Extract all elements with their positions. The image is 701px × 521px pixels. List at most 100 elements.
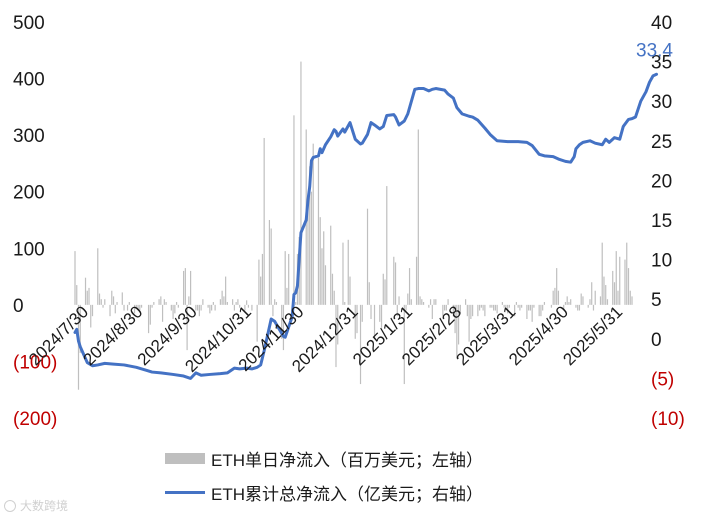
- daily-inflow-bar: [286, 287, 288, 305]
- right-axis-tick: 30: [651, 92, 672, 113]
- daily-inflow-bar: [140, 304, 143, 308]
- daily-inflow-bar: [417, 129, 419, 305]
- daily-inflow-bar: [521, 304, 523, 308]
- daily-inflow-bar: [589, 299, 591, 305]
- daily-inflow-bar: [419, 296, 421, 305]
- daily-inflow-bar: [237, 299, 239, 305]
- daily-inflow-bar: [531, 304, 533, 322]
- daily-inflow-bar: [100, 299, 102, 305]
- daily-inflow-bar: [139, 304, 141, 311]
- daily-inflow-bar: [151, 304, 153, 308]
- daily-inflow-bar: [442, 304, 444, 317]
- left-axis-tick: 0: [13, 296, 24, 317]
- daily-inflow-bar: [170, 304, 172, 311]
- daily-inflow-bar: [177, 304, 179, 308]
- daily-inflow-bar: [235, 302, 237, 305]
- daily-inflow-bar: [109, 304, 111, 317]
- daily-inflow-bar: [79, 304, 81, 353]
- line-series-layer: [73, 72, 659, 380]
- left-axis-tick: 300: [13, 126, 45, 147]
- daily-inflow-bar: [542, 304, 544, 311]
- daily-inflow-bar: [321, 248, 323, 305]
- left-axis-tick: 400: [13, 70, 45, 91]
- daily-inflow-bar: [515, 302, 517, 305]
- daily-inflow-bar: [465, 299, 467, 305]
- daily-inflow-bar: [433, 299, 435, 305]
- daily-inflow-bar: [337, 304, 339, 345]
- daily-inflow-bar: [407, 293, 409, 305]
- daily-inflow-bar: [582, 296, 584, 305]
- daily-inflow-bar: [221, 290, 223, 305]
- right-axis-tick: 20: [651, 171, 672, 192]
- daily-inflow-bar: [282, 304, 285, 351]
- daily-inflow-bar: [76, 285, 78, 305]
- right-axis-tick: 15: [651, 211, 672, 232]
- daily-inflow-bar: [244, 304, 246, 311]
- left-axis-tick: 200: [13, 183, 45, 204]
- daily-inflow-bar: [366, 208, 369, 305]
- daily-inflow-bar: [349, 276, 351, 305]
- daily-inflow-bar: [91, 304, 94, 317]
- daily-inflow-bar: [239, 304, 241, 308]
- daily-inflow-bar: [482, 304, 484, 311]
- daily-inflow-bar: [300, 61, 302, 305]
- daily-inflow-bar: [344, 302, 346, 305]
- right-axis-tick: 40: [651, 13, 672, 34]
- daily-inflow-bar: [501, 302, 503, 305]
- daily-inflow-bar: [445, 304, 447, 311]
- daily-inflow-bar: [624, 259, 626, 305]
- daily-inflow-bar: [272, 304, 274, 317]
- daily-inflow-bar: [514, 304, 516, 317]
- daily-inflow-bar: [550, 304, 553, 308]
- daily-inflow-bar: [347, 239, 349, 305]
- daily-inflow-bar: [570, 299, 572, 305]
- daily-inflow-bar: [274, 299, 276, 305]
- daily-inflow-bar: [102, 304, 104, 308]
- daily-inflow-bar: [232, 299, 234, 305]
- daily-inflow-bar: [468, 304, 470, 342]
- daily-inflow-bar: [98, 293, 101, 305]
- legend-label-bar: ETH单日净流入（百万美元；左轴）: [211, 450, 483, 470]
- right-axis-tick: 25: [651, 132, 672, 153]
- cumulative-inflow-line: [73, 72, 659, 380]
- daily-inflow-bar: [580, 293, 582, 305]
- daily-inflow-bar: [405, 304, 407, 311]
- daily-inflow-bar: [384, 279, 386, 305]
- daily-inflow-bar: [452, 304, 454, 317]
- daily-inflow-bar: [198, 304, 200, 317]
- daily-inflow-bar: [319, 217, 321, 305]
- daily-inflow-bar: [219, 299, 221, 305]
- right-axis-tick: 0: [651, 330, 662, 351]
- daily-inflow-bar: [247, 304, 250, 308]
- daily-inflow-bar: [174, 304, 176, 314]
- daily-inflow-bar: [394, 262, 397, 305]
- daily-inflow-bar: [133, 304, 136, 314]
- daily-inflow-bar: [526, 304, 528, 319]
- daily-inflow-bar: [421, 299, 423, 305]
- daily-inflow-bar: [84, 277, 87, 305]
- daily-inflow-bar: [415, 256, 418, 305]
- daily-inflow-bar: [480, 304, 482, 308]
- right-axis-tick: (5): [651, 369, 674, 390]
- daily-inflow-bar: [147, 304, 150, 334]
- daily-inflow-bar: [317, 157, 320, 305]
- daily-inflow-bar: [137, 304, 139, 311]
- legend-swatch-line: [165, 490, 205, 494]
- daily-inflow-bar: [627, 268, 630, 305]
- legend-swatch-bar: [165, 452, 205, 464]
- daily-inflow-bar: [631, 296, 633, 305]
- daily-inflow-bar: [456, 304, 458, 359]
- daily-inflow-bar: [587, 304, 589, 308]
- daily-inflow-bar: [246, 300, 248, 305]
- daily-inflow-bar: [86, 290, 88, 305]
- daily-inflow-bar: [552, 290, 554, 305]
- daily-inflow-bar: [594, 290, 596, 305]
- daily-inflow-bar: [270, 228, 272, 305]
- daily-inflow-bar: [186, 304, 188, 351]
- left-axis-tick: 500: [13, 13, 45, 34]
- daily-inflow-bar: [359, 304, 362, 385]
- daily-inflow-bar: [519, 304, 521, 311]
- daily-inflow-bar: [575, 304, 577, 308]
- daily-inflow-bar: [557, 290, 560, 305]
- daily-inflow-bar: [396, 304, 398, 317]
